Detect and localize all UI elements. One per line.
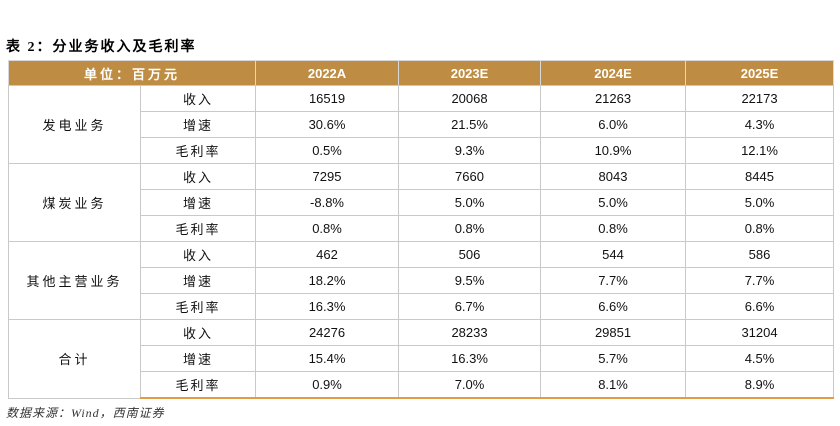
- metric-label: 毛利率: [139, 371, 257, 399]
- unit-header-cell: 单位：百万元: [7, 60, 257, 86]
- table-row: 增速 -8.8% 5.0% 5.0% 5.0%: [9, 189, 835, 216]
- table-row: 毛利率 0.8% 0.8% 0.8% 0.8%: [9, 215, 835, 242]
- cell-value: 7.0%: [398, 371, 542, 399]
- cell-value: 4.5%: [685, 345, 835, 372]
- business-group-label: 发电业务: [8, 85, 141, 164]
- cell-value: 7.7%: [540, 267, 687, 294]
- cell-value: 586: [685, 241, 835, 268]
- cell-value: 5.0%: [685, 189, 835, 216]
- cell-value: 4.3%: [685, 111, 835, 138]
- cell-value: 18.2%: [255, 267, 400, 294]
- metric-label: 收入: [139, 163, 257, 190]
- metric-label: 毛利率: [139, 137, 257, 164]
- business-revenue-margin-table: 单位：百万元 2022A 2023E 2024E 2025E 发电业务 收入 165…: [7, 60, 835, 399]
- year-column-header-2025e: 2025E: [685, 60, 835, 86]
- data-source-note: 数据来源：Wind，西南证券: [6, 406, 165, 420]
- cell-value: -8.8%: [255, 189, 400, 216]
- cell-value: 21.5%: [398, 111, 542, 138]
- cell-value: 15.4%: [255, 345, 400, 372]
- cell-value: 20068: [398, 85, 542, 112]
- cell-value: 28233: [398, 319, 542, 346]
- cell-value: 7.7%: [685, 267, 835, 294]
- cell-value: 9.5%: [398, 267, 542, 294]
- cell-value: 10.9%: [540, 137, 687, 164]
- table-title: 表 2：分业务收入及毛利率: [6, 40, 197, 55]
- cell-value: 6.0%: [540, 111, 687, 138]
- table-body: 发电业务 收入 16519 20068 21263 22173 增速 30.6% 21.5% 6.…: [8, 85, 835, 399]
- metric-label: 增速: [139, 345, 257, 372]
- business-group-label: 合计: [8, 319, 141, 399]
- cell-value: 0.8%: [255, 215, 400, 242]
- cell-value: 8.9%: [685, 371, 835, 399]
- table-row: 合计 收入 24276 28233 29851 31204: [8, 319, 835, 399]
- cell-value: 0.8%: [398, 215, 542, 242]
- cell-value: 22173: [685, 85, 835, 112]
- cell-value: 8043: [540, 163, 687, 190]
- cell-value: 6.6%: [540, 293, 687, 320]
- table-row: 增速 18.2% 9.5% 7.7% 7.7%: [9, 267, 835, 294]
- table-row: 其他主营业务 收入 462 506 544 586: [8, 241, 835, 320]
- cell-value: 544: [540, 241, 687, 268]
- table-row: 煤炭业务 收入 7295 7660 8043 8445: [8, 163, 835, 242]
- cell-value: 31204: [685, 319, 835, 346]
- metric-label: 毛利率: [139, 293, 257, 320]
- cell-value: 0.5%: [255, 137, 400, 164]
- year-column-header-2023e: 2023E: [398, 60, 542, 86]
- cell-value: 462: [255, 241, 400, 268]
- business-group-label: 煤炭业务: [8, 163, 141, 242]
- cell-value: 0.9%: [255, 371, 400, 399]
- table-row: 毛利率 0.5% 9.3% 10.9% 12.1%: [9, 137, 835, 164]
- table-row: 毛利率 16.3% 6.7% 6.6% 6.6%: [9, 293, 835, 320]
- header-row: 单位：百万元 2022A 2023E 2024E 2025E: [7, 60, 835, 86]
- table-row: 毛利率 0.9% 7.0% 8.1% 8.9%: [9, 371, 835, 399]
- table-header: 单位：百万元 2022A 2023E 2024E 2025E: [7, 60, 835, 86]
- cell-value: 16.3%: [255, 293, 400, 320]
- table-row: 增速 15.4% 16.3% 5.7% 4.5%: [9, 345, 835, 372]
- cell-value: 0.8%: [540, 215, 687, 242]
- cell-value: 16.3%: [398, 345, 542, 372]
- metric-label: 毛利率: [139, 215, 257, 242]
- table-row: 发电业务 收入 16519 20068 21263 22173: [8, 85, 835, 164]
- cell-value: 506: [398, 241, 542, 268]
- metric-label: 增速: [139, 189, 257, 216]
- cell-value: 5.7%: [540, 345, 687, 372]
- business-group-label: 其他主营业务: [8, 241, 141, 320]
- metric-label: 收入: [139, 241, 257, 268]
- cell-value: 12.1%: [685, 137, 835, 164]
- cell-value: 29851: [540, 319, 687, 346]
- cell-value: 5.0%: [398, 189, 542, 216]
- cell-value: 5.0%: [540, 189, 687, 216]
- cell-value: 8.1%: [540, 371, 687, 399]
- cell-value: 24276: [255, 319, 400, 346]
- cell-value: 7660: [398, 163, 542, 190]
- cell-value: 6.6%: [685, 293, 835, 320]
- cell-value: 30.6%: [255, 111, 400, 138]
- metric-label: 收入: [139, 319, 257, 346]
- cell-value: 7295: [255, 163, 400, 190]
- cell-value: 16519: [255, 85, 400, 112]
- year-column-header-2022a: 2022A: [255, 60, 400, 86]
- year-column-header-2024e: 2024E: [540, 60, 687, 86]
- cell-value: 21263: [540, 85, 687, 112]
- cell-value: 8445: [685, 163, 835, 190]
- table-row: 增速 30.6% 21.5% 6.0% 4.3%: [9, 111, 835, 138]
- cell-value: 9.3%: [398, 137, 542, 164]
- metric-label: 增速: [139, 267, 257, 294]
- metric-label: 增速: [139, 111, 257, 138]
- metric-label: 收入: [139, 85, 257, 112]
- cell-value: 0.8%: [685, 215, 835, 242]
- cell-value: 6.7%: [398, 293, 542, 320]
